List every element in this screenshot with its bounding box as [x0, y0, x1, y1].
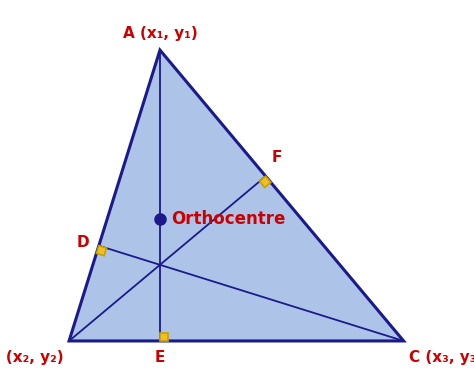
Text: E: E: [155, 350, 165, 365]
Text: C (x₃, y₃): C (x₃, y₃): [409, 350, 474, 365]
Text: A (x₁, y₁): A (x₁, y₁): [123, 26, 197, 41]
Text: D: D: [77, 235, 90, 249]
Polygon shape: [260, 176, 271, 188]
Text: B (x₂, y₂): B (x₂, y₂): [0, 350, 64, 365]
Polygon shape: [96, 246, 107, 256]
Text: Orthocentre: Orthocentre: [171, 210, 285, 228]
Polygon shape: [160, 333, 168, 341]
Text: F: F: [271, 151, 282, 165]
Polygon shape: [69, 50, 403, 341]
